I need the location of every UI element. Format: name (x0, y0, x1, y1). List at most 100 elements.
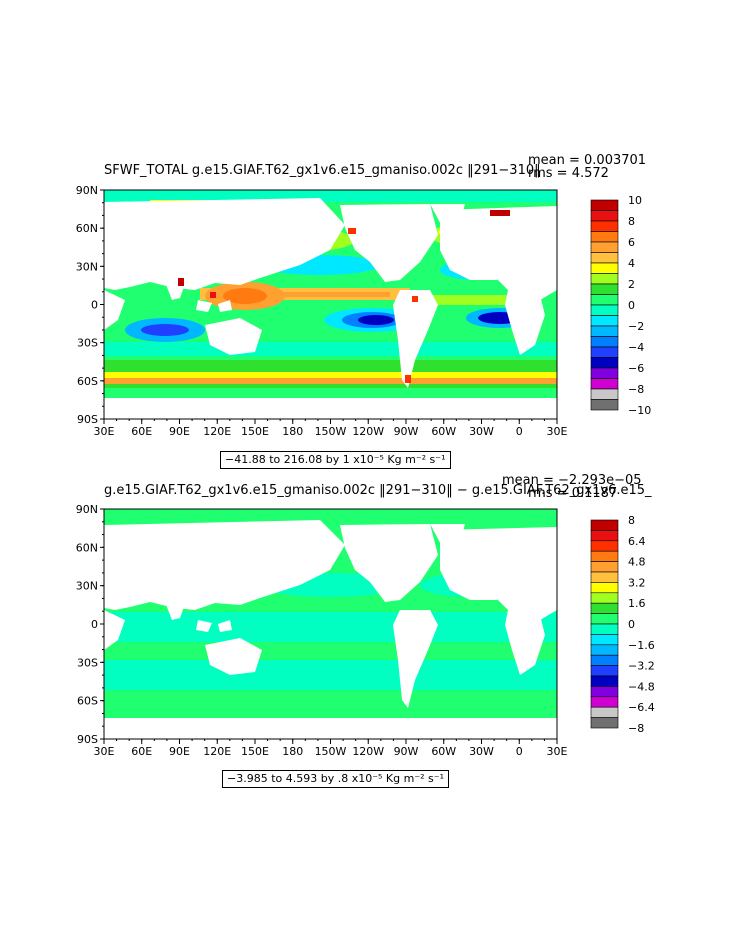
colorbar-swatch (590, 304, 619, 316)
colorbar-swatch (590, 399, 619, 411)
lon-label: 0 (516, 425, 523, 438)
colorbar-label: 4 (628, 257, 635, 270)
map1-contour-info: −41.88 to 216.08 by 1 x10⁻⁵ Kg m⁻² s⁻¹ (220, 451, 451, 469)
colorbar-swatch (590, 315, 619, 327)
lat-label: 90S (77, 413, 98, 426)
lon-label: 150E (241, 425, 269, 438)
colorbar-swatch (590, 602, 619, 614)
colorbar-label: 2 (628, 278, 635, 291)
lat-label: 90N (76, 503, 98, 516)
colorbar-swatch (590, 644, 619, 656)
colorbar-swatch (590, 220, 619, 232)
colorbar-swatch (590, 686, 619, 698)
lon-label: 120W (352, 745, 384, 758)
lon-label: 150E (241, 745, 269, 758)
lon-label: 90W (394, 425, 419, 438)
lat-label: 60S (77, 375, 98, 388)
lon-label: 30E (94, 425, 115, 438)
colorbar-swatch (590, 675, 619, 687)
lat-label: 30S (77, 337, 98, 350)
map1-mean: mean = 0.003701 (528, 153, 647, 168)
colorbar-swatch (590, 613, 619, 625)
colorbar-swatch (590, 634, 619, 646)
map1-lon-labels: 30E 60E 90E 120E 150E 180 150W 120W 90W 60W 30W 0 30… (94, 425, 568, 438)
map2-title: g.e15.GIAF.T62_gx1v6.e15_gmaniso.002c ‖2… (104, 483, 652, 498)
colorbar-swatch (590, 582, 619, 594)
colorbar-swatch (590, 283, 619, 295)
colorbar-swatch (590, 325, 619, 337)
colorbar-swatch (590, 294, 619, 306)
colorbar-label: 8 (628, 514, 635, 527)
colorbar-swatch (590, 273, 619, 285)
colorbar-swatch (590, 717, 619, 729)
colorbar-swatch (590, 530, 619, 542)
map2-lon-labels: 30E 60E 90E 120E 150E 180 150W 120W 90W 60W 30W 0 30… (94, 745, 568, 758)
map2-rms: rms = 0.1187 (528, 486, 618, 501)
lon-label: 60E (131, 745, 152, 758)
lon-label: 150W (315, 425, 347, 438)
lon-label: 180 (282, 745, 303, 758)
lon-label: 120E (203, 425, 231, 438)
colorbar-label: 10 (628, 194, 642, 207)
lat-label: 90S (77, 733, 98, 746)
colorbar-swatch (590, 561, 619, 573)
colorbar-label: 6 (628, 236, 635, 249)
colorbar-swatch (590, 623, 619, 635)
lon-label: 60W (431, 425, 456, 438)
map2-colorbar: 8 6.4 4.8 3.2 1.6 0 −1.6 −3.2 −4.8 −6.4 −8 (590, 514, 655, 735)
colorbar-label: −4.8 (628, 680, 655, 693)
colorbar-swatch (590, 357, 619, 369)
lon-label: 30W (469, 425, 494, 438)
lon-label: 90E (169, 745, 190, 758)
lon-label: 60E (131, 425, 152, 438)
lon-label: 90W (394, 745, 419, 758)
colorbar-swatch (590, 654, 619, 666)
colorbar-swatch (590, 241, 619, 253)
lon-label: 0 (516, 745, 523, 758)
map1: 90N 60N 30N 0 30S 60S 90S 30E 60E 90E 120E 150E 180… (76, 184, 651, 438)
lon-label: 30W (469, 745, 494, 758)
map1-title: SFWF_TOTAL g.e15.GIAF.T62_gx1v6.e15_gman… (104, 163, 541, 178)
colorbar-label: −10 (628, 404, 651, 417)
lon-label: 30E (94, 745, 115, 758)
map2-contour-info: −3.985 to 4.593 by .8 x10⁻⁵ Kg m⁻² s⁻¹ (222, 770, 449, 788)
lat-label: 30S (77, 656, 98, 669)
colorbar-label: 1.6 (628, 597, 646, 610)
colorbar-swatch (590, 336, 619, 348)
colorbar-label: −8 (628, 383, 644, 396)
colorbar-label: −3.2 (628, 660, 655, 673)
lat-label: 30N (76, 580, 98, 593)
map2-field (104, 509, 557, 739)
lon-label: 150W (315, 745, 347, 758)
lat-label: 0 (91, 618, 98, 631)
colorbar-label: −6 (628, 362, 644, 375)
colorbar-swatch (590, 210, 619, 222)
colorbar-label: 4.8 (628, 556, 646, 569)
lon-label: 30E (547, 745, 568, 758)
map1-lat-labels: 90N 60N 30N 0 30S 60S 90S (76, 184, 98, 426)
colorbar-swatch (590, 592, 619, 604)
colorbar-label: 0 (628, 299, 635, 312)
colorbar-swatch (590, 706, 619, 718)
map1-rms: rms = 4.572 (528, 166, 609, 181)
colorbar-label: 3.2 (628, 576, 646, 589)
lon-label: 90E (169, 425, 190, 438)
colorbar-swatch (590, 378, 619, 390)
colorbar-label: −2 (628, 320, 644, 333)
colorbar-swatch (590, 696, 619, 708)
colorbar-label: −8 (628, 722, 644, 735)
colorbar-swatch (590, 550, 619, 562)
colorbar-swatch (590, 540, 619, 552)
colorbar-swatch (590, 571, 619, 583)
map2-mean: mean = −2.293e−05 (502, 473, 642, 488)
colorbar-label: −1.6 (628, 639, 655, 652)
map1-land (104, 198, 557, 419)
lon-label: 30E (547, 425, 568, 438)
map2: 90N 60N 30N 0 30S 60S 90S 30E 60E 90E 120E 150E 180… (76, 503, 655, 758)
colorbar-label: 0 (628, 618, 635, 631)
map2-ticks (100, 508, 558, 744)
map2-land (104, 520, 557, 739)
colorbar-swatch (590, 262, 619, 274)
colorbar-swatch (590, 231, 619, 243)
colorbar-swatch (590, 252, 619, 264)
